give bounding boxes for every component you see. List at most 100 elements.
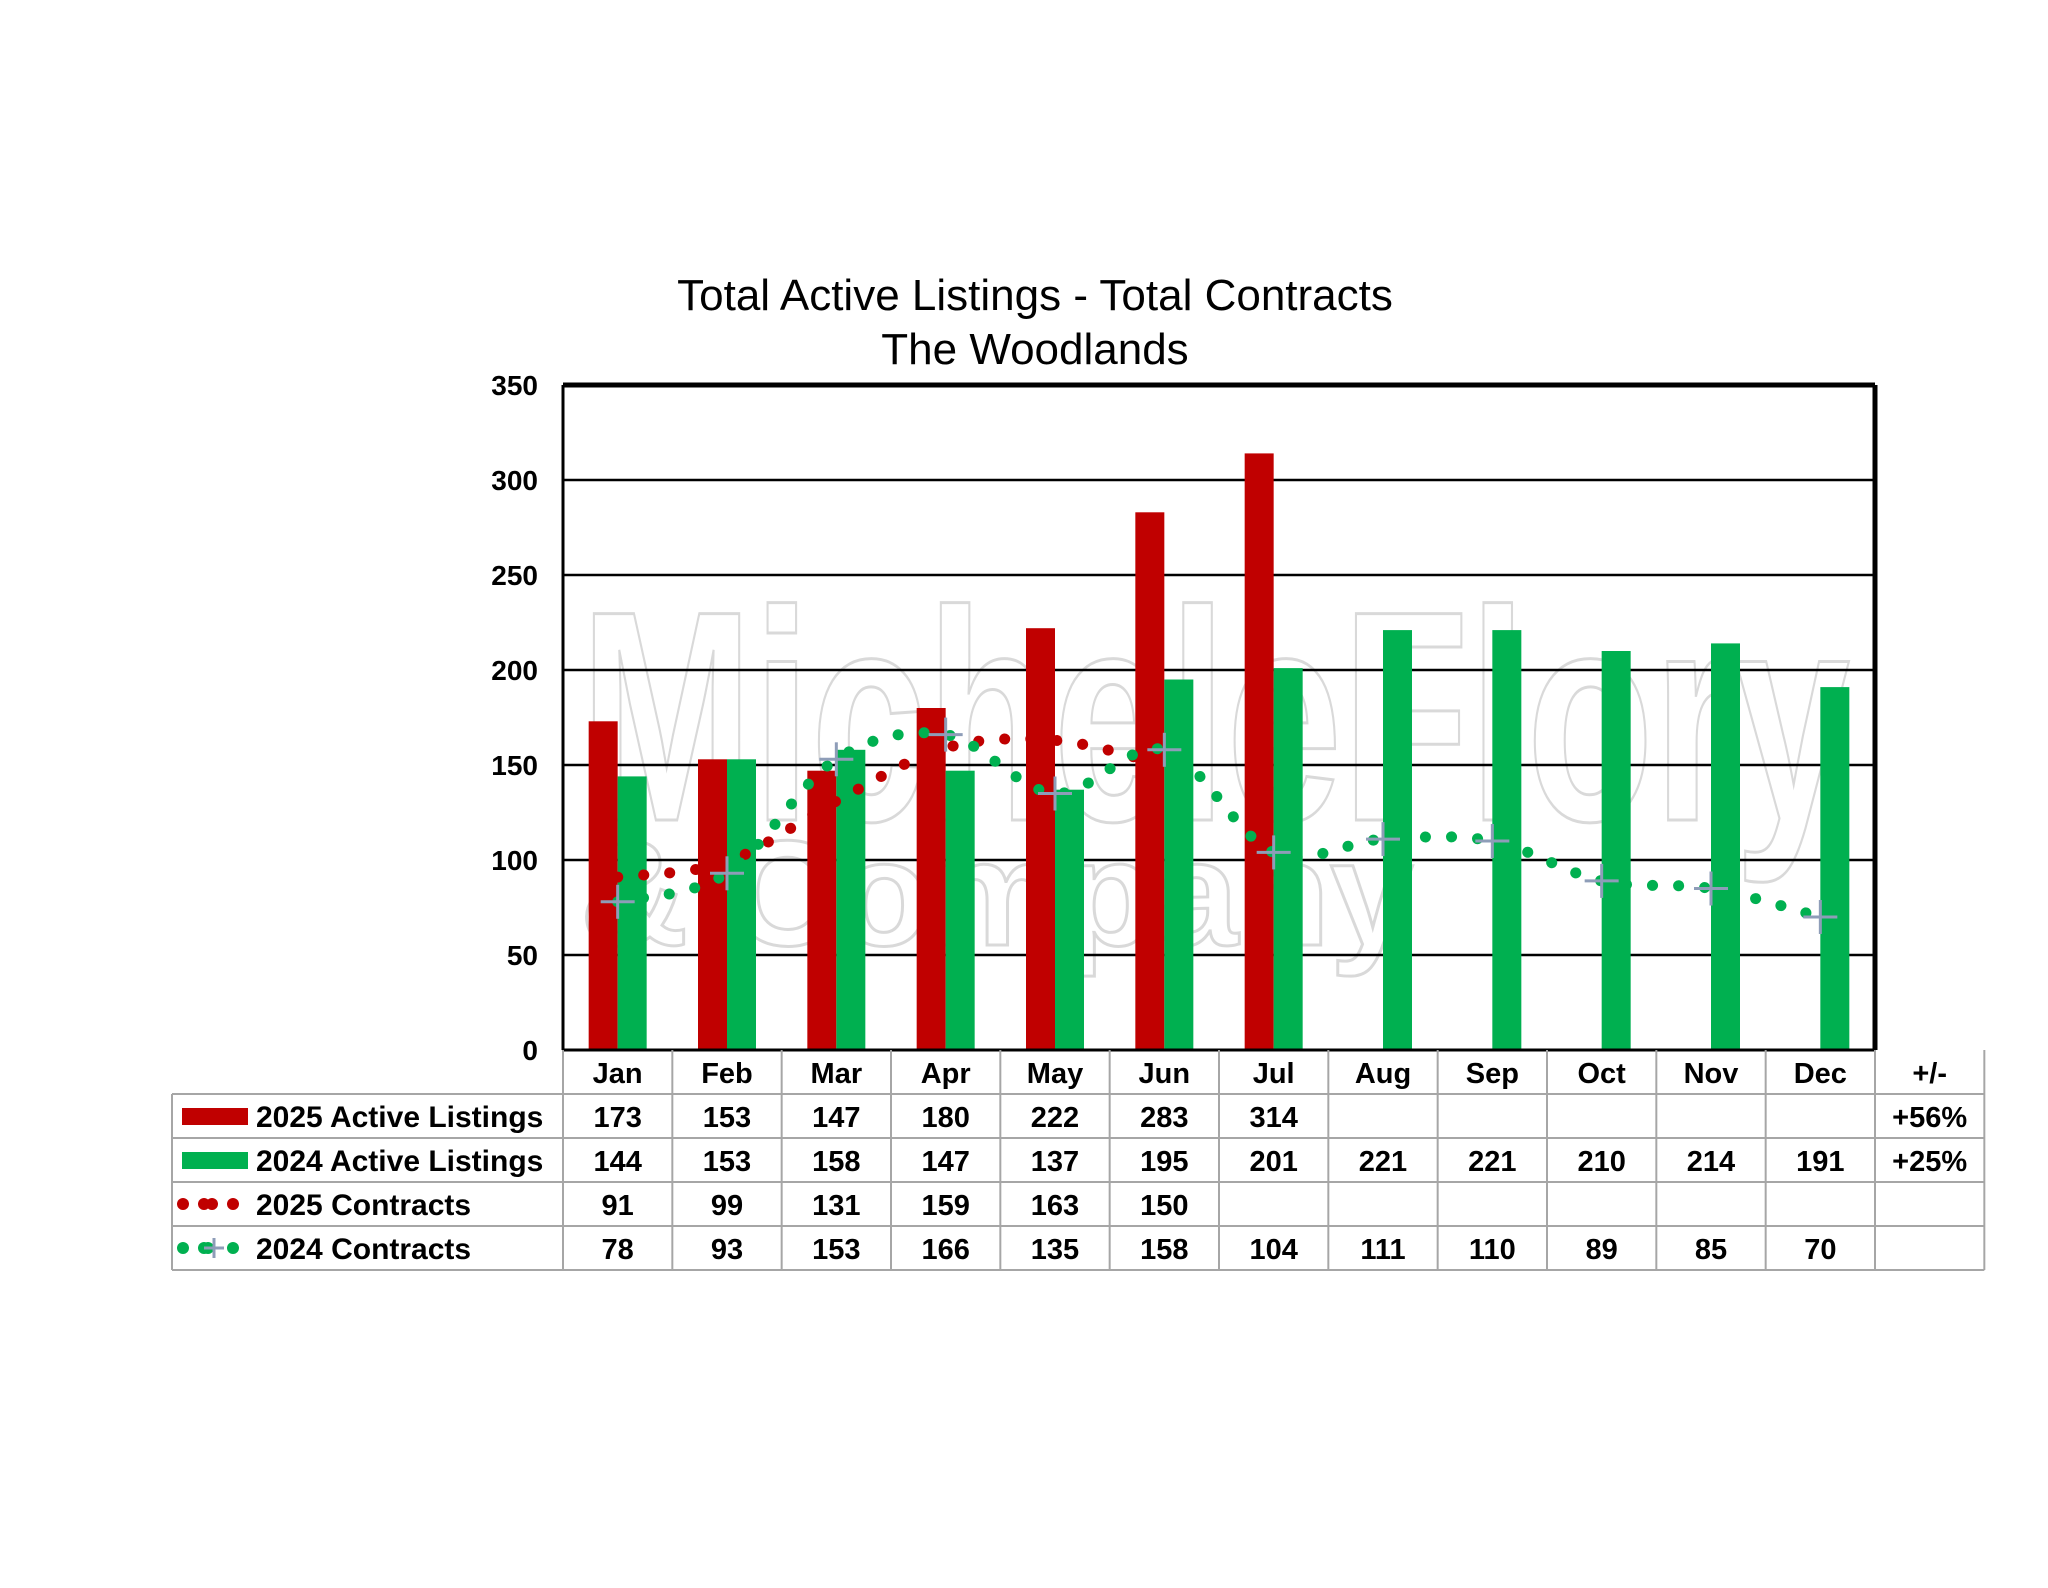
x-tick-label: Dec bbox=[1794, 1058, 1847, 1090]
x-tick-label: Mar bbox=[811, 1058, 863, 1090]
table-cell: 153 bbox=[703, 1146, 751, 1178]
point-marker bbox=[1366, 822, 1400, 857]
table-cell: 166 bbox=[921, 1234, 969, 1266]
table-cell: 214 bbox=[1687, 1146, 1735, 1178]
x-tick-label: Feb bbox=[701, 1058, 753, 1090]
legend-label: 2024 Contracts bbox=[256, 1233, 471, 1266]
x-tick-label: Sep bbox=[1466, 1058, 1519, 1090]
y-tick-label: 100 bbox=[491, 845, 538, 876]
table-cell: 91 bbox=[602, 1190, 634, 1222]
table-cell: 158 bbox=[812, 1146, 860, 1178]
table-cell: 147 bbox=[921, 1146, 969, 1178]
change-cell: +56% bbox=[1892, 1102, 1967, 1134]
table-cell: 85 bbox=[1695, 1234, 1727, 1266]
table-cell: 135 bbox=[1031, 1234, 1079, 1266]
x-tick-label: Aug bbox=[1355, 1058, 1411, 1090]
bar-2025-active-listings bbox=[1244, 453, 1274, 1050]
table-cell: 191 bbox=[1796, 1146, 1844, 1178]
point-marker bbox=[1256, 835, 1291, 870]
point-marker bbox=[1038, 776, 1072, 811]
point-marker bbox=[819, 742, 854, 777]
bar-2024-active-listings bbox=[1820, 687, 1850, 1050]
y-tick-label: 150 bbox=[491, 750, 538, 781]
point-marker bbox=[1475, 824, 1510, 858]
change-header: +/- bbox=[1912, 1058, 1947, 1090]
point-marker bbox=[710, 856, 744, 891]
table-cell: 158 bbox=[1140, 1234, 1188, 1266]
table-cell: 221 bbox=[1468, 1146, 1516, 1178]
table-cell: 110 bbox=[1469, 1234, 1516, 1266]
table-cell: 104 bbox=[1249, 1234, 1297, 1266]
y-tick-label: 200 bbox=[491, 655, 538, 686]
table-cell: 159 bbox=[921, 1190, 969, 1222]
table-cell: 222 bbox=[1031, 1102, 1079, 1134]
bar-2024-active-listings bbox=[1711, 643, 1740, 1050]
point-marker bbox=[1147, 732, 1182, 767]
table-cell: 93 bbox=[711, 1234, 743, 1266]
table-cell: 163 bbox=[1031, 1190, 1079, 1222]
x-tick-label: Oct bbox=[1577, 1058, 1626, 1090]
table-cell: 173 bbox=[593, 1102, 641, 1134]
table-cell: 153 bbox=[812, 1234, 860, 1266]
table-cell: 70 bbox=[1804, 1234, 1836, 1266]
legend-key bbox=[182, 1108, 248, 1125]
x-tick-label: Jan bbox=[593, 1058, 643, 1090]
change-cell: +25% bbox=[1892, 1146, 1967, 1178]
y-tick-label: 350 bbox=[491, 370, 538, 401]
legend-key bbox=[177, 1238, 239, 1258]
bar-2024-active-listings bbox=[836, 749, 866, 1050]
table-cell: 147 bbox=[812, 1102, 860, 1134]
bar-2024-active-listings bbox=[1055, 789, 1084, 1050]
point-marker bbox=[1584, 863, 1619, 898]
point-marker bbox=[1694, 871, 1728, 906]
bar-2025-active-listings bbox=[1026, 628, 1055, 1050]
point-marker bbox=[928, 717, 963, 752]
chart-title: Total Active Listings - Total Contracts bbox=[677, 271, 1393, 320]
table-cell: 144 bbox=[593, 1146, 641, 1178]
bar-2025-active-listings bbox=[916, 708, 946, 1050]
table-cell: 78 bbox=[602, 1234, 634, 1266]
legend-key bbox=[182, 1152, 248, 1169]
bar-2024-active-listings bbox=[1164, 679, 1194, 1050]
bar-2024-active-listings bbox=[945, 770, 975, 1050]
bar-2024-active-listings bbox=[727, 759, 756, 1050]
table-cell: 195 bbox=[1140, 1146, 1188, 1178]
line-2025-contracts bbox=[612, 733, 1170, 883]
legend-label: 2025 Contracts bbox=[256, 1189, 471, 1222]
table-cell: 210 bbox=[1577, 1146, 1625, 1178]
x-tick-label: Nov bbox=[1684, 1058, 1739, 1090]
legend-label: 2025 Active Listings bbox=[256, 1101, 543, 1134]
y-tick-label: 250 bbox=[491, 560, 538, 591]
bar-2025-active-listings bbox=[1135, 512, 1165, 1050]
table-cell: 221 bbox=[1359, 1146, 1407, 1178]
table-cell: 89 bbox=[1586, 1234, 1618, 1266]
bar-2025-active-listings bbox=[588, 721, 618, 1050]
table-cell: 137 bbox=[1031, 1146, 1079, 1178]
table-cell: 99 bbox=[711, 1190, 743, 1222]
table-cell: 153 bbox=[703, 1102, 751, 1134]
bar-2024-active-listings bbox=[617, 776, 647, 1050]
x-tick-label: Apr bbox=[921, 1058, 971, 1090]
table-cell: 201 bbox=[1249, 1146, 1297, 1178]
y-tick-label: 300 bbox=[491, 465, 538, 496]
point-marker bbox=[1803, 900, 1838, 934]
bar-2024-active-listings bbox=[1601, 651, 1631, 1050]
table-cell: 180 bbox=[921, 1102, 969, 1134]
table-cell: 150 bbox=[1140, 1190, 1188, 1222]
table-cell: 131 bbox=[812, 1190, 860, 1222]
table-cell: 314 bbox=[1249, 1102, 1297, 1134]
y-tick-label: 0 bbox=[522, 1035, 538, 1066]
x-tick-label: May bbox=[1027, 1058, 1083, 1090]
x-tick-label: Jun bbox=[1139, 1058, 1191, 1090]
bar-2025-active-listings bbox=[698, 759, 727, 1050]
legend-key bbox=[177, 1198, 239, 1210]
legend-label: 2024 Active Listings bbox=[256, 1145, 543, 1178]
point-marker bbox=[600, 884, 635, 919]
table-cell: 283 bbox=[1140, 1102, 1188, 1134]
y-tick-label: 50 bbox=[507, 940, 538, 971]
chart-subtitle: The Woodlands bbox=[881, 325, 1188, 374]
x-tick-label: Jul bbox=[1253, 1058, 1295, 1090]
table-cell: 111 bbox=[1360, 1234, 1405, 1266]
